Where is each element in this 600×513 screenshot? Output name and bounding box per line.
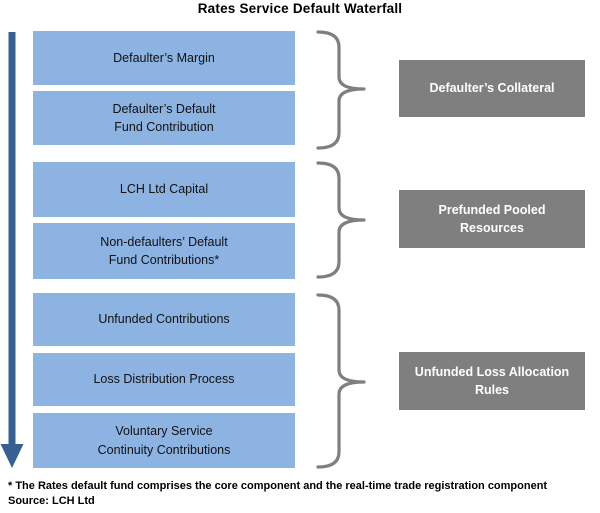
footnote-text: * The Rates default fund comprises the c… [8, 480, 548, 492]
waterfall-box-defaulters-default-fund-contribution: Defaulter’s Default Fund Contribution [33, 91, 295, 145]
down-arrow-icon [0, 32, 24, 468]
brace-prefunded-pooled-resources-icon [316, 161, 366, 279]
waterfall-box-non-defaulters-default-fund-contributions: Non-defaulters’ Default Fund Contributio… [33, 223, 295, 279]
waterfall-box-loss-distribution-process: Loss Distribution Process [33, 353, 295, 406]
waterfall-box-unfunded-contributions: Unfunded Contributions [33, 293, 295, 346]
brace-defaulters-collateral-icon [316, 30, 366, 150]
waterfall-box-voluntary-service-continuity-contributions: Voluntary Service Continuity Contributio… [33, 413, 295, 468]
brace-unfunded-loss-allocation-icon [316, 293, 366, 469]
waterfall-box-defaulters-margin: Defaulter’s Margin [33, 31, 295, 85]
page-title: Rates Service Default Waterfall [197, 1, 403, 16]
group-label-prefunded-pooled-resources: Prefunded Pooled Resources [399, 190, 585, 248]
group-label-unfunded-loss-allocation-rules: Unfunded Loss Allocation Rules [399, 352, 585, 410]
group-label-defaulters-collateral: Defaulter’s Collateral [399, 60, 585, 117]
source-text: Source: LCH Ltd [8, 494, 95, 507]
waterfall-box-lch-ltd-capital: LCH Ltd Capital [33, 162, 295, 217]
footnote-block: * The Rates default fund comprises the c… [8, 479, 596, 509]
